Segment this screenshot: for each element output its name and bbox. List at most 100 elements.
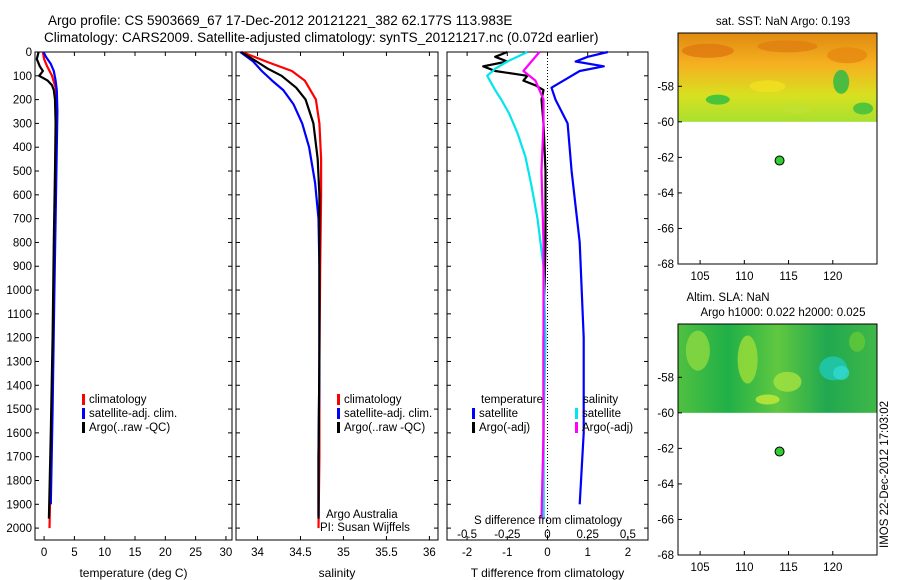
- legend-swatch: [82, 408, 85, 419]
- difference-plot: -2 -1 0 1 2T difference from climatology S di…: [446, 50, 649, 580]
- map-field-patch: [773, 371, 802, 392]
- legend-swatch: [472, 408, 475, 419]
- sla-map-title: Altim. SLA: NaN: [686, 292, 769, 304]
- map-field-patch: [755, 394, 780, 405]
- temperature-series-line: [42, 51, 59, 505]
- map-y-tick-label: -62: [657, 443, 674, 455]
- legend-salinity-title: salinity: [583, 394, 618, 406]
- x-axis-label: salinity: [319, 566, 356, 580]
- salinity-difference-tick-label: 0.25: [577, 529, 599, 541]
- map-field-patch: [827, 47, 868, 64]
- legend-swatch: [575, 422, 578, 433]
- imos-timestamp: IMOS 22-Dec-2012 17:03:02: [879, 401, 891, 548]
- legend-swatch: [575, 408, 578, 419]
- map-x-tick-label: 115: [779, 271, 797, 283]
- depth-tick-label: 1700: [6, 452, 32, 464]
- x-tick-label: 35.5: [375, 547, 397, 559]
- x-tick-label: 2: [625, 547, 631, 559]
- depth-tick-label: 1500: [6, 404, 32, 416]
- depth-tick-label: 100: [13, 71, 32, 83]
- map-y-tick-label: -62: [657, 152, 674, 164]
- float-position-marker: [774, 155, 785, 166]
- salinity-difference-tick-label: 0.5: [620, 529, 636, 541]
- map-field-patch: [833, 69, 850, 94]
- map-x-tick-label: 110: [735, 271, 753, 283]
- x-tick-label: 34.5: [289, 547, 311, 559]
- map-x-tick-label: 105: [691, 271, 710, 283]
- map-field-patch: [783, 103, 812, 114]
- legend-label: Argo(-adj): [479, 422, 530, 434]
- map-field-patch: [749, 80, 786, 93]
- depth-tick-label: 2000: [6, 523, 32, 535]
- depth-tick-label: 0: [26, 47, 32, 59]
- legend-swatch: [472, 422, 475, 433]
- x-tick-label: 10: [98, 547, 111, 559]
- legend-swatch: [337, 422, 340, 433]
- depth-tick-label: 700: [13, 214, 32, 226]
- x-tick-label: 20: [159, 547, 172, 559]
- x-tick-label: 30: [220, 547, 233, 559]
- map-field-patch: [849, 331, 866, 352]
- map-x-tick-label: 120: [823, 562, 842, 574]
- depth-tick-label: 1200: [6, 333, 32, 345]
- legend-label: satellite: [582, 408, 621, 420]
- map-field-patch: [853, 102, 874, 115]
- depth-tick-label: 500: [13, 166, 32, 178]
- map-field-patch: [705, 94, 730, 105]
- map-y-tick-label: -66: [657, 223, 674, 235]
- legend-label: Argo(-adj): [582, 422, 633, 434]
- x-tick-label: 34: [251, 547, 264, 559]
- map-field-patch: [757, 40, 818, 53]
- salinity-difference-tick-label: -0.5: [457, 529, 477, 541]
- salinity-difference-axis-label: S difference from climatology: [474, 515, 622, 527]
- x-tick-label: 5: [71, 547, 77, 559]
- legend-label: climatology: [89, 394, 147, 406]
- sla-map-subtitle: Argo h1000: 0.022 h2000: 0.025: [701, 307, 866, 319]
- plot-frame: [235, 51, 439, 541]
- x-tick-label: 1: [584, 547, 590, 559]
- sst-map: 105 110 115 120 -58 -60 -62 -64 -66 -68 sat. SST: …: [657, 16, 878, 283]
- x-tick-label: -2: [462, 547, 472, 559]
- x-tick-label: 36: [423, 547, 436, 559]
- x-tick-label: 35: [337, 547, 350, 559]
- x-tick-label: 15: [129, 547, 142, 559]
- figure-title-line2: Climatology: CARS2009. Satellite-adjuste…: [44, 30, 599, 45]
- x-tick-label: -1: [502, 547, 512, 559]
- legend-label: satellite: [479, 408, 518, 420]
- legend-label: Argo(..raw -QC): [89, 422, 170, 434]
- plot-frame: [34, 51, 233, 541]
- salinity-difference-tick-label: 0: [544, 529, 550, 541]
- map-field-patch: [685, 330, 710, 371]
- depth-tick-label: 1400: [6, 380, 32, 392]
- map-y-tick-label: -60: [657, 408, 674, 420]
- depth-tick-label: 1300: [6, 356, 32, 368]
- depth-tick-label: 1000: [6, 285, 32, 297]
- depth-tick-label: 800: [13, 237, 32, 249]
- map-field-patch: [833, 365, 850, 380]
- map-frame: [677, 323, 878, 556]
- x-tick-label: 0: [544, 547, 550, 559]
- map-field-patch: [681, 43, 734, 58]
- x-axis-label: temperature (deg C): [79, 566, 187, 580]
- legend-label: satellite-adj. clim.: [344, 408, 432, 420]
- salinity-series-line: [240, 51, 321, 519]
- x-axis-label: T difference from climatology: [471, 566, 625, 580]
- x-tick-label: 0: [41, 547, 47, 559]
- float-position-marker: [774, 446, 785, 457]
- map-y-tick-label: -68: [657, 259, 674, 271]
- depth-tick-label: 900: [13, 261, 32, 273]
- depth-tick-label: 1600: [6, 428, 32, 440]
- map-y-tick-label: -66: [657, 514, 674, 526]
- legend-temperature-title: temperature: [481, 394, 543, 406]
- pi-name-label: PI: Susan Wijffels: [320, 522, 410, 534]
- legend-swatch: [337, 394, 340, 405]
- map-y-tick-label: -60: [657, 117, 674, 129]
- depth-tick-label: 1800: [6, 475, 32, 487]
- map-y-tick-label: -64: [657, 188, 674, 200]
- temperature-series-line: [35, 51, 57, 519]
- legend-label: satellite-adj. clim.: [89, 408, 177, 420]
- map-x-tick-label: 110: [735, 562, 753, 574]
- legend-swatch: [337, 408, 340, 419]
- map-y-tick-label: -64: [657, 479, 674, 491]
- map-frame: [677, 32, 878, 265]
